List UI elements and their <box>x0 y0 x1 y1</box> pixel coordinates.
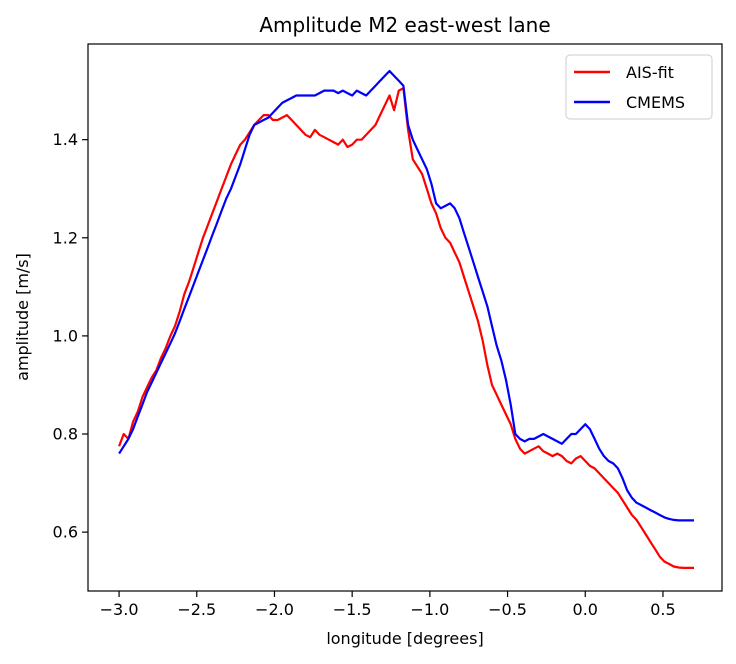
legend: AIS-fit CMEMS <box>565 54 713 120</box>
series-line-1 <box>118 69 694 522</box>
x-tick-label: −3.0 <box>100 600 139 619</box>
x-tick-label: −1.0 <box>410 600 449 619</box>
plot-frame <box>87 43 723 592</box>
y-tick-label: 0.8 <box>53 425 78 444</box>
y-tick-label: 1.4 <box>53 130 78 149</box>
x-tick-label: 0.5 <box>650 600 675 619</box>
legend-label-0: AIS-fit <box>626 63 674 82</box>
y-tick-label: 1.2 <box>53 228 78 247</box>
x-axis: −3.0 −2.5 −2.0 −1.5 −1.0 −0.5 0.0 0.5 <box>100 591 676 619</box>
y-axis: 0.6 0.8 1.0 1.2 1.4 <box>53 130 88 542</box>
x-tick-label: −1.5 <box>333 600 372 619</box>
x-tick-label: −2.5 <box>177 600 216 619</box>
x-tick-label: 0.0 <box>573 600 598 619</box>
x-tick-label: −0.5 <box>488 600 527 619</box>
y-tick-label: 0.6 <box>53 523 78 542</box>
x-tick-label: −2.0 <box>255 600 294 619</box>
chart-title: Amplitude M2 east-west lane <box>259 13 550 37</box>
series-layer <box>118 69 694 570</box>
legend-label-1: CMEMS <box>626 93 685 112</box>
y-axis-label: amplitude [m/s] <box>13 253 32 381</box>
y-tick-label: 1.0 <box>53 326 78 345</box>
x-axis-label: longitude [degrees] <box>326 629 483 648</box>
